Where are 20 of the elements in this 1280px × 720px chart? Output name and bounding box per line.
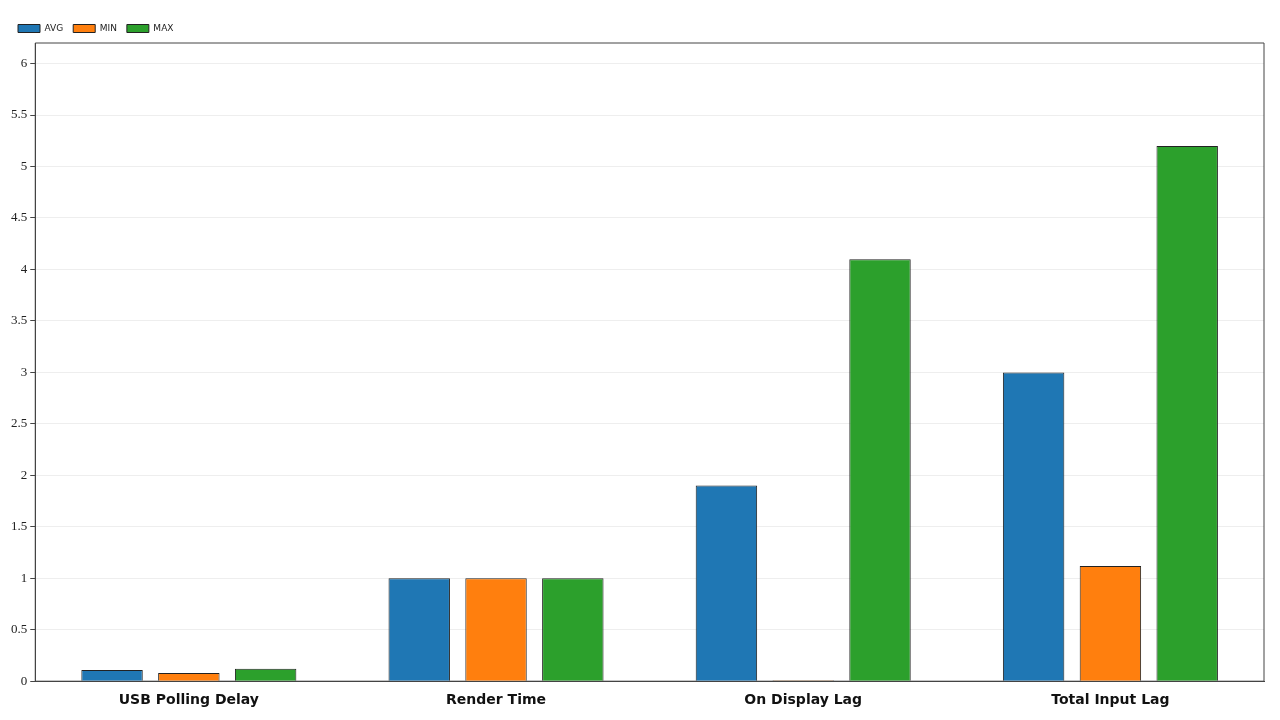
y-tick-label: 1 xyxy=(20,569,28,585)
y-tick-label: 0.5 xyxy=(11,621,28,637)
x-tick-label: On Display Lag xyxy=(744,691,863,708)
y-tick-label: 0 xyxy=(20,672,28,688)
y-tick-label: 5.5 xyxy=(11,106,28,122)
y-tick-label: 2.5 xyxy=(11,415,28,431)
x-tick-label: Total Input Lag xyxy=(1051,691,1170,708)
x-tick-label: USB Polling Delay xyxy=(118,691,259,708)
y-tick-label: 4 xyxy=(20,260,28,276)
x-tick-label: Render Time xyxy=(446,691,547,708)
y-tick-label: 4.5 xyxy=(11,209,28,225)
legend-label: MIN xyxy=(99,22,117,33)
y-tick-label: 6 xyxy=(20,55,28,71)
legend-label: AVG xyxy=(44,22,64,33)
y-tick-label: 5 xyxy=(20,157,28,173)
y-tick-label: 3 xyxy=(20,363,28,379)
y-tick-label: 3.5 xyxy=(11,312,28,328)
legend-label: MAX xyxy=(153,22,174,33)
y-tick-label: 2 xyxy=(20,466,28,482)
y-tick-label: 1.5 xyxy=(11,518,28,534)
